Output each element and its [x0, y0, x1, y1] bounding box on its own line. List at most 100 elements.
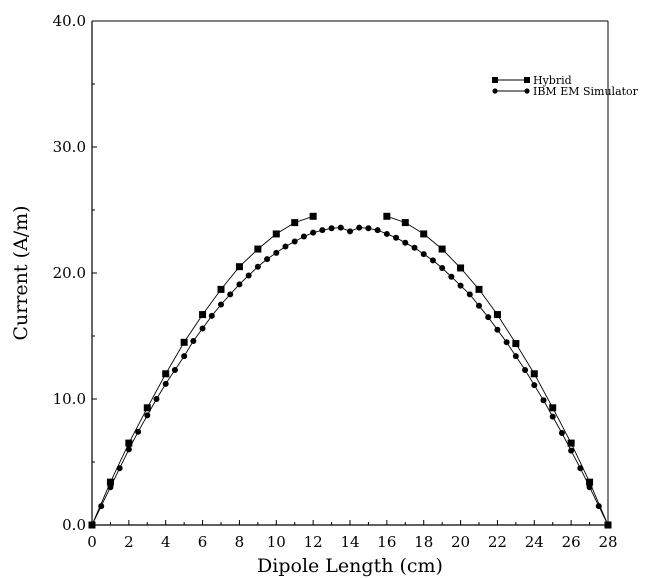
circle-marker [356, 224, 363, 231]
circle-marker [476, 302, 482, 309]
circle-marker [144, 412, 151, 419]
legend-item: IBM EM Simulator [492, 85, 639, 98]
x-tick-label: 14 [340, 533, 359, 551]
circle-marker [402, 239, 409, 246]
circle-marker [374, 227, 381, 234]
circle-marker [208, 312, 215, 319]
circle-marker [595, 503, 602, 510]
circle-marker [125, 446, 132, 453]
circle-marker [218, 301, 224, 308]
circle-marker [89, 522, 95, 528]
circle-marker [319, 227, 326, 234]
legend-circle-marker [492, 88, 498, 94]
series-ibm-em-simulator [89, 224, 611, 528]
circle-marker [282, 243, 289, 250]
square-marker [512, 340, 520, 348]
y-tick-label: 40.0 [53, 12, 86, 30]
x-tick-label: 22 [488, 533, 507, 551]
circle-marker [494, 326, 501, 333]
circle-marker [199, 325, 206, 332]
circle-marker [411, 244, 418, 251]
square-marker [530, 370, 538, 378]
square-marker [493, 311, 501, 319]
square-marker [143, 404, 151, 412]
square-marker [162, 370, 170, 378]
square-marker [586, 478, 594, 486]
legend-label: IBM EM Simulator [533, 85, 639, 98]
square-marker [438, 245, 446, 253]
circle-marker [328, 225, 335, 232]
circle-marker [586, 484, 593, 491]
square-marker [235, 263, 243, 271]
x-tick-label: 2 [124, 533, 134, 551]
circle-marker [116, 465, 123, 472]
x-tick-label: 16 [377, 533, 396, 551]
square-marker [291, 219, 299, 227]
square-marker [420, 230, 428, 238]
circle-marker [512, 353, 519, 360]
circle-marker [365, 225, 372, 232]
x-tick-label: 6 [198, 533, 208, 551]
x-tick-label: 4 [161, 533, 171, 551]
circle-marker [429, 257, 436, 264]
circle-marker [577, 465, 584, 472]
circle-marker [558, 430, 565, 437]
circle-marker [181, 353, 188, 360]
circle-marker [347, 228, 353, 235]
square-marker [567, 439, 575, 447]
square-marker [383, 212, 391, 220]
circle-marker [420, 251, 427, 258]
x-tick-label: 28 [598, 533, 617, 551]
square-marker [217, 285, 225, 293]
circle-marker [503, 339, 510, 346]
square-marker [106, 478, 114, 486]
circle-marker [227, 291, 234, 298]
circle-marker [273, 249, 280, 256]
x-tick-label: 18 [414, 533, 433, 551]
circle-marker [190, 338, 197, 345]
circle-marker [549, 413, 556, 420]
x-tick-label: 0 [87, 533, 97, 551]
legend-square-marker [492, 77, 498, 83]
series-line [386, 215, 609, 526]
circle-marker [153, 396, 160, 402]
x-axis-ticks: 0 2 4 6 8 10 12 14 16 18 20 22 24 26 28 [87, 520, 618, 551]
circle-marker [383, 230, 390, 237]
square-marker [180, 338, 188, 346]
circle-marker [540, 397, 547, 404]
series-hybrid [88, 212, 612, 529]
circle-marker [162, 380, 169, 387]
circle-marker [300, 233, 307, 240]
circle-marker [605, 522, 611, 528]
circle-marker [485, 314, 492, 321]
series-line [91, 227, 609, 526]
y-tick-label: 10.0 [53, 390, 86, 408]
series-line [91, 215, 314, 526]
square-marker [254, 245, 262, 253]
x-axis-label: Dipole Length (cm) [257, 555, 443, 577]
x-tick-label: 8 [235, 533, 245, 551]
circle-marker [236, 281, 243, 288]
circle-marker [337, 224, 344, 231]
square-marker [199, 311, 207, 319]
y-tick-label: 20.0 [53, 264, 86, 282]
square-marker [401, 219, 409, 227]
circle-marker [568, 447, 575, 454]
square-marker [125, 439, 133, 447]
circle-marker [135, 428, 142, 435]
circle-marker [448, 273, 455, 280]
circle-marker [457, 282, 464, 289]
legend-square-marker [524, 77, 530, 83]
circle-marker [439, 264, 446, 271]
circle-marker [171, 367, 178, 374]
plot-frame [91, 20, 609, 526]
circle-marker [98, 503, 105, 510]
circle-marker [310, 229, 317, 236]
y-axis-ticks: 0.0 10.0 20.0 30.0 40.0 [53, 12, 97, 534]
circle-marker [393, 234, 400, 241]
circle-marker [107, 484, 114, 491]
series-layer [88, 212, 612, 529]
circle-marker [531, 382, 538, 389]
circle-marker [254, 263, 261, 270]
